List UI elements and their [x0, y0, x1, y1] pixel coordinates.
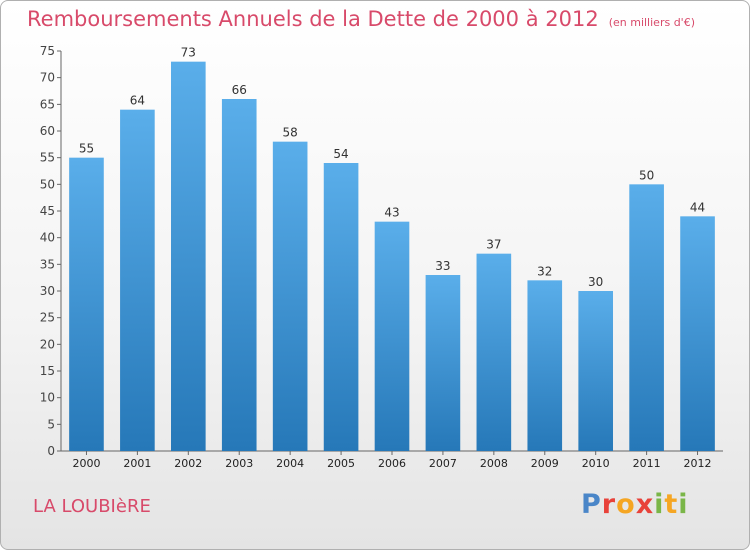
value-label-2006: 43 [384, 206, 399, 220]
value-label-2001: 64 [130, 94, 145, 108]
x-tick-label: 2005 [327, 457, 355, 470]
logo-letter: i [654, 489, 665, 520]
logo-letter: r [601, 489, 617, 520]
value-label-2007: 33 [435, 259, 450, 273]
bar-2003 [221, 99, 257, 451]
logo-letter: t [664, 489, 679, 520]
y-tick-label: 5 [47, 417, 55, 431]
y-tick-label: 0 [47, 444, 55, 458]
y-tick-label: 75 [40, 44, 55, 58]
chart-subtitle: (en milliers d'€) [608, 16, 695, 29]
bar-2004 [272, 141, 308, 451]
value-label-2004: 58 [283, 126, 298, 140]
chart-title-text: Remboursements Annuels de la Dette de 20… [27, 7, 599, 31]
value-label-2000: 55 [79, 142, 94, 156]
x-tick-label: 2002 [174, 457, 202, 470]
bar-2007 [425, 275, 461, 451]
x-tick-label: 2001 [123, 457, 151, 470]
x-tick-label: 2006 [378, 457, 406, 470]
value-label-2008: 37 [486, 238, 501, 252]
y-axis: 0 5 10 15 20 25 30 35 40 45 50 55 60 65 70 75 [40, 44, 62, 458]
x-tick-label: 2009 [531, 457, 559, 470]
logo-letter: P [581, 489, 602, 520]
bar-2005 [323, 163, 359, 451]
commune-name: LA LOUBIèRE [33, 496, 151, 517]
x-tick-label: 2000 [72, 457, 100, 470]
y-tick-label: 20 [40, 337, 55, 351]
value-label-2012: 44 [690, 200, 705, 214]
y-tick-label: 55 [40, 151, 55, 165]
y-tick-label: 50 [40, 177, 55, 191]
logo-letter: i [678, 489, 689, 520]
bar-2009 [527, 280, 563, 451]
y-tick-label: 70 [40, 71, 55, 85]
bar-2008 [476, 253, 512, 451]
bar-2000 [69, 157, 104, 451]
x-tick-label: 2012 [684, 457, 712, 470]
value-label-2009: 32 [537, 264, 552, 278]
value-label-2010: 30 [588, 275, 603, 289]
x-tick-label: 2003 [225, 457, 253, 470]
bar-2011 [629, 184, 664, 452]
bar-2010 [578, 291, 614, 451]
bar-2012 [680, 216, 715, 451]
y-tick-label: 10 [40, 391, 55, 405]
bar-2006 [374, 221, 410, 451]
y-tick-label: 60 [40, 124, 55, 138]
y-tick-label: 30 [40, 284, 55, 298]
data-labels: 55 64 73 66 58 54 43 33 37 32 30 50 44 [79, 46, 705, 289]
proxiti-logo: Proxiti [581, 489, 689, 520]
x-tick-label: 2010 [582, 457, 610, 470]
x-tick-label: 2011 [633, 457, 661, 470]
y-tick-label: 35 [40, 257, 55, 271]
x-tick-label: 2004 [276, 457, 304, 470]
value-label-2005: 54 [333, 147, 348, 161]
bar-2001 [120, 109, 155, 452]
y-tick-label: 25 [40, 311, 55, 325]
y-tick-label: 15 [40, 364, 55, 378]
x-tick-label: 2008 [480, 457, 508, 470]
value-label-2002: 73 [181, 46, 196, 60]
logo-letter: o [616, 489, 636, 520]
x-axis: 2000 2001 2002 2003 2004 2005 2006 2007 2008 2009… [61, 450, 723, 470]
logo-letter: x [635, 489, 655, 520]
y-tick-label: 40 [40, 231, 55, 245]
x-tick-label: 2007 [429, 457, 457, 470]
bar-series [69, 61, 715, 452]
bar-2002 [170, 61, 206, 452]
y-tick-label: 45 [40, 204, 55, 218]
y-tick-label: 65 [40, 97, 55, 111]
chart-title: Remboursements Annuels de la Dette de 20… [27, 7, 695, 31]
value-label-2011: 50 [639, 168, 654, 182]
value-label-2003: 66 [232, 83, 247, 97]
